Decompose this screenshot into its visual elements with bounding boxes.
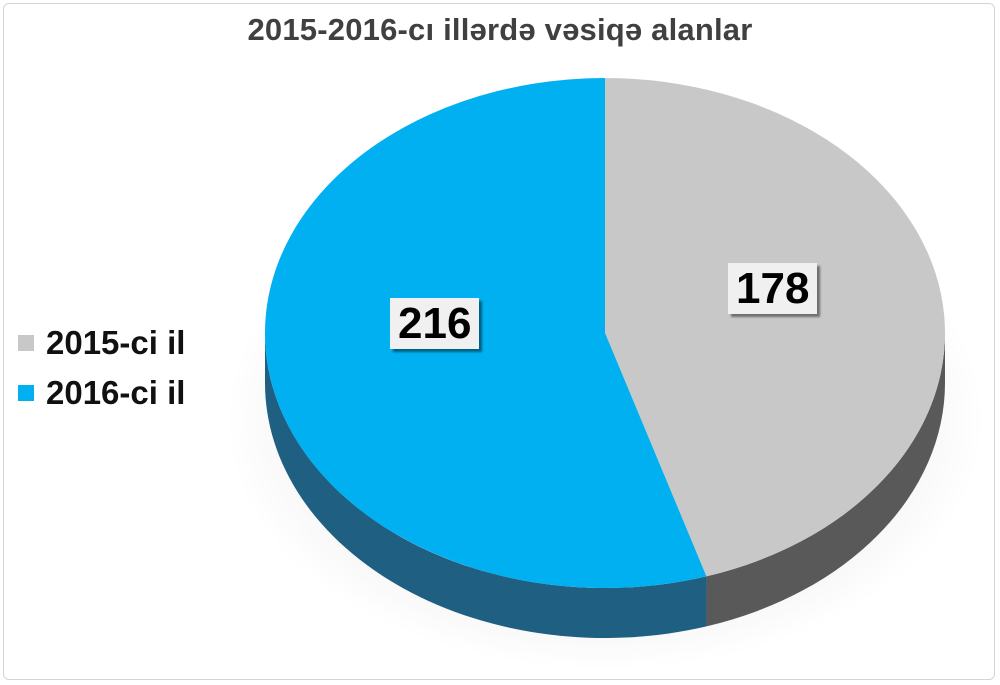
legend-label-2015: 2015-ci il xyxy=(46,324,186,361)
pie-side-2015 xyxy=(706,333,945,627)
legend-swatch-2016 xyxy=(18,385,34,401)
pie-slice-2016 xyxy=(265,78,707,588)
pie-slice-2015 xyxy=(605,78,946,577)
legend-label-2016: 2016-ci il xyxy=(46,374,186,411)
legend-item-2015: 2015-ci il xyxy=(18,318,185,368)
data-label-2015: 178 xyxy=(728,263,818,315)
legend-item-2016: 2016-ci il xyxy=(18,368,185,418)
legend-swatch-2015 xyxy=(18,335,34,351)
data-label-2016: 216 xyxy=(390,298,480,350)
legend: 2015-ci il 2016-ci il xyxy=(18,318,185,418)
pie-side-2016 xyxy=(265,333,707,638)
chart-title: 2015-2016-cı illərdə vəsiqə alanlar xyxy=(247,12,753,47)
